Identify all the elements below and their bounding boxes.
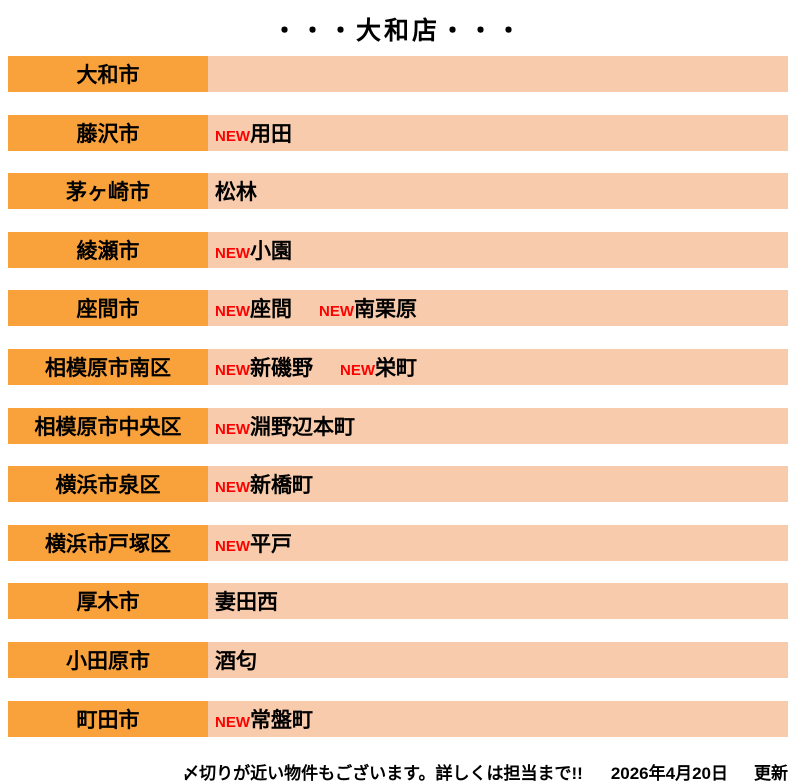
area-entry: NEW 淵野辺本町 bbox=[215, 411, 355, 441]
new-badge: NEW bbox=[215, 244, 250, 262]
area-entry: 妻田西 bbox=[215, 586, 278, 616]
city-cell: 茅ヶ崎市 bbox=[8, 173, 208, 210]
areas-cell: NEW 新磯野 NEW 栄町 bbox=[208, 348, 788, 385]
areas-cell: NEW 淵野辺本町 bbox=[208, 407, 788, 444]
area-entry: NEW 座間 bbox=[215, 293, 292, 323]
area-name: 常盤町 bbox=[250, 708, 313, 732]
area-entry: NEW 新橋町 bbox=[215, 469, 313, 499]
area-name: 淵野辺本町 bbox=[250, 415, 355, 439]
new-badge: NEW bbox=[215, 479, 250, 497]
city-cell: 相模原市南区 bbox=[8, 348, 208, 385]
table-row: 小田原市 酒匂 bbox=[8, 641, 788, 678]
area-name: 南栗原 bbox=[354, 298, 417, 322]
table-row: 大和市 bbox=[8, 56, 788, 92]
area-name: 小園 bbox=[250, 239, 292, 263]
areas-cell: NEW 平戸 bbox=[208, 524, 788, 561]
areas-cell: NEW 座間 NEW 南栗原 bbox=[208, 290, 788, 327]
city-cell: 相模原市中央区 bbox=[8, 407, 208, 444]
city-cell: 座間市 bbox=[8, 290, 208, 327]
table-row: 茅ヶ崎市 松林 bbox=[8, 173, 788, 210]
area-entry: NEW 南栗原 bbox=[319, 293, 417, 323]
new-badge: NEW bbox=[215, 127, 250, 145]
areas-cell bbox=[208, 56, 788, 92]
table-row: 横浜市戸塚区 NEW 平戸 bbox=[8, 524, 788, 561]
table-row: 厚木市 妻田西 bbox=[8, 583, 788, 620]
area-name: 新磯野 bbox=[250, 356, 313, 380]
table-row: 相模原市南区 NEW 新磯野 NEW 栄町 bbox=[8, 348, 788, 385]
areas-cell: 酒匂 bbox=[208, 641, 788, 678]
city-cell: 厚木市 bbox=[8, 583, 208, 620]
areas-cell: NEW 小園 bbox=[208, 231, 788, 268]
area-name: 妻田西 bbox=[215, 591, 278, 615]
city-cell: 横浜市泉区 bbox=[8, 466, 208, 503]
new-badge: NEW bbox=[215, 713, 250, 731]
area-name: 用田 bbox=[250, 122, 292, 146]
areas-cell: 松林 bbox=[208, 173, 788, 210]
areas-cell: NEW 新橋町 bbox=[208, 466, 788, 503]
new-badge: NEW bbox=[215, 303, 250, 321]
footer-date: 2026年4月20日 bbox=[610, 764, 728, 783]
footer-updated-label: 更新 bbox=[754, 764, 788, 783]
table-row: 藤沢市 NEW 用田 bbox=[8, 114, 788, 151]
footer-note: 〆切りが近い物件もございます。詳しくは担当まで!! 2026年4月20日 更新 bbox=[8, 759, 788, 783]
area-name: 座間 bbox=[250, 298, 292, 322]
city-cell: 町田市 bbox=[8, 700, 208, 737]
area-entry: NEW 用田 bbox=[215, 118, 292, 148]
table-row: 相模原市中央区 NEW 淵野辺本町 bbox=[8, 407, 788, 444]
area-entry: NEW 小園 bbox=[215, 235, 292, 265]
areas-cell: NEW 用田 bbox=[208, 114, 788, 151]
footer-notice: 〆切りが近い物件もございます。詳しくは担当まで!! bbox=[182, 764, 583, 783]
area-entry: 松林 bbox=[215, 176, 257, 206]
page-title: ・・・大和店・・・ bbox=[271, 17, 524, 45]
area-name: 新橋町 bbox=[250, 474, 313, 498]
flyer: ・・・大和店・・・ 大和市 藤沢市 NEW 用田 茅ヶ崎市 松林 綾瀬市 NEW 小園 座間市 NE… bbox=[0, 12, 805, 783]
city-cell: 藤沢市 bbox=[8, 114, 208, 151]
area-entry: NEW 平戸 bbox=[215, 528, 292, 558]
table-row: 座間市 NEW 座間 NEW 南栗原 bbox=[8, 290, 788, 327]
city-cell: 大和市 bbox=[8, 56, 208, 92]
new-badge: NEW bbox=[215, 537, 250, 555]
area-entry: 酒匂 bbox=[215, 645, 257, 675]
area-name: 酒匂 bbox=[215, 649, 257, 673]
table-row: 町田市 NEW 常盤町 bbox=[8, 700, 788, 737]
new-badge: NEW bbox=[340, 361, 375, 379]
areas-cell: 妻田西 bbox=[208, 583, 788, 620]
new-badge: NEW bbox=[319, 303, 354, 321]
city-cell: 横浜市戸塚区 bbox=[8, 524, 208, 561]
area-name: 平戸 bbox=[250, 532, 292, 556]
city-cell: 綾瀬市 bbox=[8, 231, 208, 268]
area-name: 松林 bbox=[215, 181, 257, 205]
store-table: 大和市 藤沢市 NEW 用田 茅ヶ崎市 松林 綾瀬市 NEW 小園 座間市 NEW 座間 NEW 南栗原相… bbox=[8, 56, 788, 737]
table-row: 綾瀬市 NEW 小園 bbox=[8, 231, 788, 268]
area-entry: NEW 栄町 bbox=[340, 352, 417, 382]
area-name: 栄町 bbox=[375, 356, 417, 380]
city-cell: 小田原市 bbox=[8, 641, 208, 678]
areas-cell: NEW 常盤町 bbox=[208, 700, 788, 737]
new-badge: NEW bbox=[215, 420, 250, 438]
new-badge: NEW bbox=[215, 361, 250, 379]
area-entry: NEW 常盤町 bbox=[215, 704, 313, 734]
table-row: 横浜市泉区 NEW 新橋町 bbox=[8, 466, 788, 503]
area-entry: NEW 新磯野 bbox=[215, 352, 313, 382]
